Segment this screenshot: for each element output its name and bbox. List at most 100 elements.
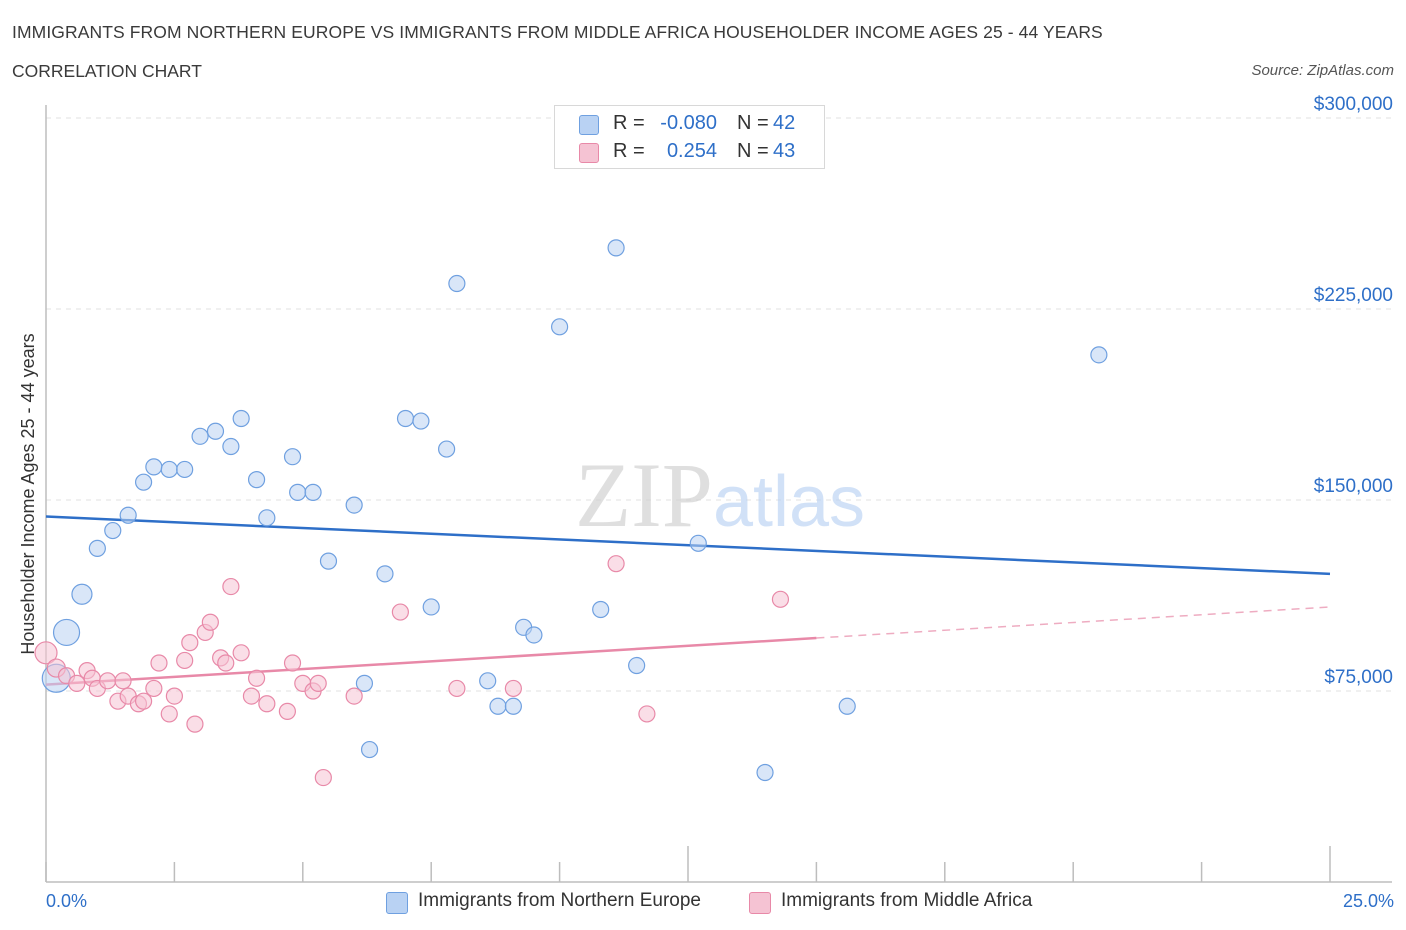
- data-point-middle-africa: [314, 768, 332, 787]
- data-point-middle-africa: [150, 654, 168, 672]
- data-point-northern-europe: [607, 239, 625, 257]
- data-point-northern-europe: [258, 509, 276, 527]
- data-point-middle-africa: [134, 692, 153, 710]
- trend-line-0: [45, 515, 1331, 576]
- data-point-northern-europe: [283, 448, 302, 466]
- data-point-northern-europe: [628, 656, 646, 675]
- data-point-middle-africa: [99, 672, 117, 690]
- data-point-middle-africa: [217, 654, 235, 672]
- data-point-middle-africa: [181, 634, 199, 652]
- data-point-middle-africa: [165, 687, 183, 705]
- data-point-middle-africa: [247, 669, 266, 687]
- data-point-middle-africa: [278, 702, 296, 720]
- r-value: 0.254: [666, 140, 717, 162]
- data-point-middle-africa: [176, 651, 194, 670]
- data-point-middle-africa: [448, 679, 466, 698]
- data-point-northern-europe: [479, 672, 497, 690]
- y-tick-label: $75,000: [1324, 667, 1393, 688]
- data-point-northern-europe: [345, 496, 363, 514]
- series-legend-label: Immigrants from Northern Europe: [418, 890, 701, 911]
- r-value: -0.080: [660, 112, 717, 134]
- data-point-northern-europe: [222, 437, 240, 456]
- chart-title: IMMIGRANTS FROM NORTHERN EUROPE VS IMMIG…: [12, 22, 1103, 42]
- data-point-middle-africa: [607, 555, 625, 573]
- data-point-middle-africa: [771, 590, 790, 608]
- data-points: [34, 239, 1108, 787]
- x-tick-label-min: 0.0%: [46, 891, 88, 911]
- data-point-northern-europe: [104, 521, 122, 540]
- legend-swatch-blue: [386, 892, 408, 914]
- data-point-middle-africa: [391, 603, 409, 621]
- data-point-northern-europe: [838, 697, 856, 715]
- data-point-middle-africa: [232, 644, 250, 662]
- data-point-northern-europe: [52, 618, 81, 647]
- data-point-middle-africa: [201, 613, 219, 631]
- data-point-northern-europe: [448, 274, 466, 293]
- legend-swatch-pink: [579, 143, 599, 163]
- data-point-middle-africa: [283, 654, 302, 672]
- stats-legend: R = -0.080 N = 42 R = 0.254 N = 43: [554, 105, 825, 169]
- data-point-northern-europe: [355, 674, 374, 692]
- data-point-middle-africa: [145, 679, 163, 698]
- data-point-middle-africa: [68, 674, 86, 692]
- data-point-middle-africa: [345, 687, 363, 705]
- data-point-northern-europe: [319, 552, 338, 570]
- chart-subtitle: CORRELATION CHART: [12, 61, 202, 81]
- legend-swatch-pink: [749, 892, 771, 914]
- trend-line-dashed-1: [816, 606, 1331, 639]
- data-point-northern-europe: [247, 471, 266, 489]
- legend-swatch-blue: [579, 115, 599, 135]
- data-point-northern-europe: [206, 422, 225, 440]
- watermark: ZIPatlas: [575, 444, 865, 546]
- x-tick-label-max: 25.0%: [1342, 891, 1394, 911]
- data-point-northern-europe: [592, 600, 610, 619]
- y-axis-label: Householder Income Ages 25 - 44 years: [18, 333, 38, 654]
- data-point-middle-africa: [34, 641, 58, 665]
- data-point-middle-africa: [309, 674, 327, 692]
- n-label: N =: [737, 112, 769, 134]
- trend-lines: [45, 515, 1331, 686]
- data-point-middle-africa: [258, 695, 276, 713]
- data-point-northern-europe: [1090, 346, 1108, 364]
- data-point-northern-europe: [119, 506, 137, 524]
- data-point-northern-europe: [422, 598, 440, 616]
- data-point-northern-europe: [412, 412, 430, 430]
- axes: [45, 105, 1392, 883]
- data-point-northern-europe: [376, 565, 394, 583]
- data-point-northern-europe: [504, 697, 522, 715]
- n-label: N =: [737, 140, 769, 162]
- watermark-atlas: atlas: [713, 462, 865, 542]
- n-value: 43: [773, 140, 796, 162]
- data-point-northern-europe: [191, 427, 209, 445]
- y-tick-label: $225,000: [1314, 285, 1393, 306]
- data-point-northern-europe: [756, 763, 774, 782]
- data-point-northern-europe: [145, 458, 163, 476]
- data-point-northern-europe: [289, 483, 307, 501]
- gridlines: [46, 117, 1392, 692]
- data-point-middle-africa: [160, 705, 178, 723]
- r-label: R =: [613, 140, 645, 162]
- data-point-northern-europe: [176, 460, 194, 479]
- data-point-middle-africa: [186, 715, 204, 733]
- data-point-northern-europe: [689, 534, 707, 552]
- data-point-northern-europe: [550, 318, 569, 336]
- source-label: Source: ZipAtlas.com: [1251, 62, 1394, 79]
- data-point-northern-europe: [525, 626, 543, 644]
- data-point-middle-africa: [242, 687, 261, 705]
- data-point-northern-europe: [438, 440, 456, 458]
- data-point-northern-europe: [71, 583, 93, 605]
- data-point-northern-europe: [160, 460, 178, 479]
- data-point-northern-europe: [360, 740, 379, 759]
- data-point-northern-europe: [304, 483, 322, 501]
- series-legend-label: Immigrants from Middle Africa: [781, 890, 1033, 911]
- data-point-northern-europe: [134, 473, 153, 491]
- data-point-middle-africa: [114, 672, 132, 690]
- r-label: R =: [613, 112, 645, 134]
- data-point-middle-africa: [504, 679, 522, 698]
- y-tick-label: $150,000: [1314, 476, 1393, 497]
- n-value: 42: [773, 112, 796, 134]
- data-point-middle-africa: [638, 705, 656, 723]
- data-point-northern-europe: [489, 697, 507, 715]
- data-point-northern-europe: [88, 539, 106, 557]
